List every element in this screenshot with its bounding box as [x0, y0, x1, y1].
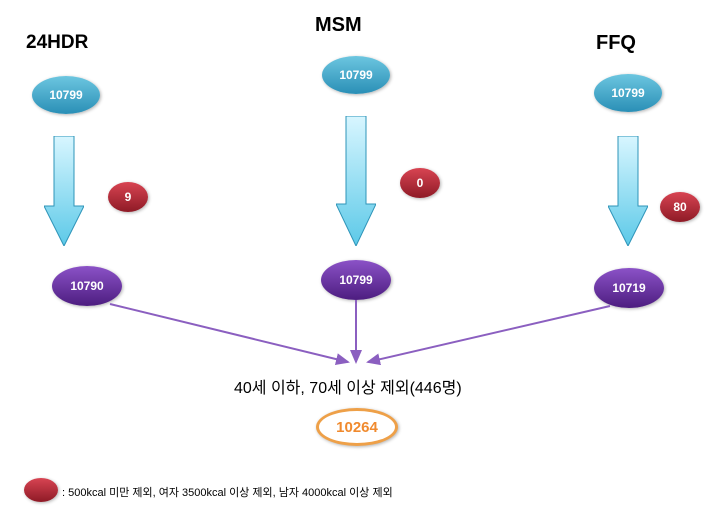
legend-text: : 500kcal 미만 제외, 여자 3500kcal 이상 제외, 남자 4…	[62, 484, 393, 500]
col-b-top-value: 10799	[339, 68, 372, 82]
legend-swatch	[24, 478, 58, 502]
age-exclusion-caption: 40세 이하, 70세 이상 제외(446명)	[234, 374, 462, 398]
col-b-exclusion-value: 0	[417, 176, 424, 190]
col-a-arrow-down	[44, 136, 84, 246]
col-a-title: 24HDR	[26, 32, 88, 54]
col-a-exclusion-value: 9	[125, 190, 132, 204]
col-a-top-value: 10799	[49, 88, 82, 102]
col-a-mid-value: 10790	[70, 279, 103, 293]
col-a-top-node: 10799	[32, 76, 100, 114]
col-c-top-value: 10799	[611, 86, 644, 100]
col-b-mid-value: 10799	[339, 273, 372, 287]
final-value: 10264	[336, 419, 378, 436]
col-a-mid-node: 10790	[52, 266, 122, 306]
col-c-top-node: 10799	[594, 74, 662, 112]
col-b-exclusion-node: 0	[400, 168, 440, 198]
col-c-exclusion-node: 80	[660, 192, 700, 222]
col-c-mid-value: 10719	[612, 281, 645, 295]
col-c-exclusion-value: 80	[673, 200, 686, 214]
col-c-title: FFQ	[596, 32, 636, 55]
final-node: 10264	[316, 408, 398, 446]
col-b-top-node: 10799	[322, 56, 390, 94]
col-b-title: MSM	[315, 14, 362, 37]
col-b-mid-node: 10799	[321, 260, 391, 300]
col-a-exclusion-node: 9	[108, 182, 148, 212]
col-c-mid-node: 10719	[594, 268, 664, 308]
col-b-arrow-down	[336, 116, 376, 246]
col-c-arrow-down	[608, 136, 648, 246]
